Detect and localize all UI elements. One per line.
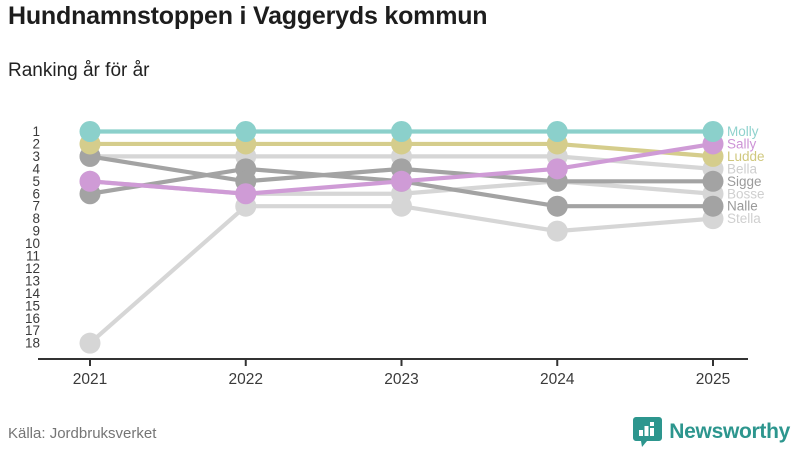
data-point xyxy=(79,332,101,354)
series-line xyxy=(88,204,714,345)
x-tick-label: 2022 xyxy=(229,371,263,388)
x-tick-label: 2021 xyxy=(73,371,107,388)
y-tick-label: 9 xyxy=(32,224,40,239)
x-tick-label: 2025 xyxy=(696,371,730,388)
newsworthy-logo-icon xyxy=(633,416,663,447)
data-point xyxy=(546,220,568,242)
newsworthy-logo: Newsworthy xyxy=(633,416,790,448)
y-tick-label: 16 xyxy=(25,311,40,326)
data-point xyxy=(702,121,724,142)
y-tick-label: 6 xyxy=(32,186,40,201)
y-tick-label: 1 xyxy=(32,124,40,139)
y-tick-label: 17 xyxy=(25,323,40,338)
y-tick-label: 12 xyxy=(25,261,40,276)
data-point xyxy=(702,170,724,192)
data-point xyxy=(235,121,257,142)
data-point xyxy=(391,121,412,142)
series-label: Stella xyxy=(727,211,761,226)
series-label: Bella xyxy=(727,161,758,176)
y-tick-label: 13 xyxy=(25,273,40,288)
y-tick-label: 11 xyxy=(26,249,40,264)
y-tick-label: 5 xyxy=(32,174,40,189)
series-label: Nalle xyxy=(727,199,758,214)
y-tick-label: 3 xyxy=(32,149,40,164)
y-tick-label: 4 xyxy=(32,161,40,176)
x-tick-label: 2024 xyxy=(540,371,575,388)
data-point xyxy=(546,195,568,217)
data-point xyxy=(79,121,101,142)
data-point xyxy=(546,121,568,142)
x-tick-label: 2023 xyxy=(384,371,418,388)
data-point xyxy=(391,170,412,192)
y-tick-label: 14 xyxy=(25,286,41,301)
series-label: Sally xyxy=(727,136,757,151)
y-tick-label: 8 xyxy=(32,211,40,226)
data-point xyxy=(79,170,101,192)
series-label: Sigge xyxy=(727,174,762,189)
y-tick-label: 18 xyxy=(25,336,40,351)
series-molly: Molly xyxy=(79,121,759,142)
y-tick-label: 10 xyxy=(25,236,40,251)
source-note: Källa: Jordbruksverket xyxy=(8,425,157,442)
data-point xyxy=(702,195,724,217)
data-point xyxy=(546,158,568,180)
series-stella: Stella xyxy=(79,195,761,354)
newsworthy-logo-text: Newsworthy xyxy=(669,420,790,443)
data-point xyxy=(235,183,257,205)
y-tick-label: 15 xyxy=(25,298,40,313)
series-label: Molly xyxy=(727,124,759,139)
series-label: Bosse xyxy=(727,186,765,201)
series-label: Ludde xyxy=(727,149,765,164)
page-title: Hundnamnstoppen i Vaggeryds kommun xyxy=(8,2,488,30)
chart-subtitle: Ranking år för år xyxy=(8,60,150,81)
y-tick-label: 7 xyxy=(32,199,40,214)
y-tick-label: 2 xyxy=(32,136,40,151)
series-sally: Sally xyxy=(79,133,757,205)
